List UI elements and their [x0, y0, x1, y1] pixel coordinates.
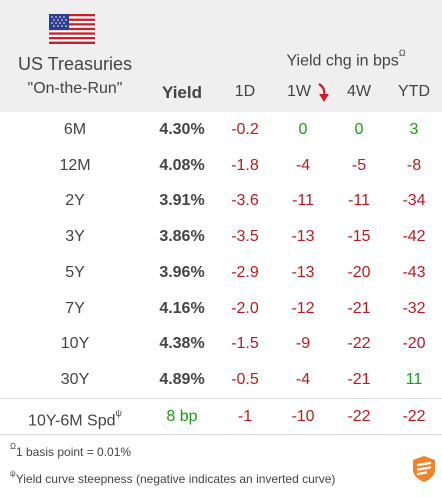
table-row: 7Y 4.16% -2.0 -12 -21 -32 — [0, 291, 442, 326]
table-row: 12M 4.08% -1.8 -4 -5 -8 — [0, 148, 442, 183]
spread-label: 10Y-6M Spdψ — [0, 399, 150, 434]
table-title: US Treasuries — [17, 54, 133, 74]
change-4w-cell: -11 — [348, 192, 370, 210]
change-4w-cell: 0 — [354, 121, 364, 138]
change-4w-cell: -22 — [347, 335, 371, 353]
table-row: 2Y 3.91% -3.6 -11 -11 -34 — [0, 183, 442, 218]
column-header-1d: 1D — [234, 83, 256, 100]
omega-footnote-mark: Ω — [398, 48, 406, 58]
change-1w-cell: -13 — [291, 228, 315, 246]
change-1w-cell: -9 — [295, 335, 311, 353]
tenor-cell: 6M — [63, 121, 87, 138]
table-row: 6M 4.30% -0.2 0 0 3 — [0, 112, 442, 147]
tenor-cell: 12M — [59, 156, 91, 174]
change-1d-cell: -1.5 — [231, 335, 259, 353]
change-1w-cell: -4 — [295, 370, 311, 388]
table-header: US Treasuries "On-the-Run" Yield chg in … — [0, 0, 442, 112]
change-1d-cell: -3.6 — [231, 192, 259, 210]
tenor-cell: 30Y — [60, 370, 90, 388]
tenor-cell: 5Y — [65, 263, 85, 281]
table-row: 5Y 3.96% -2.9 -13 -20 -43 — [0, 255, 442, 290]
change-1d-cell: -2.0 — [231, 299, 259, 317]
yield-cell: 3.86% — [159, 228, 205, 246]
spread-row: 10Y-6M Spdψ 8 bp -1 -10 -22 -22 — [0, 398, 442, 435]
yield-change-title: Yield chg in bpsΩ — [250, 48, 442, 70]
change-1d-cell: -0.5 — [231, 370, 259, 388]
yield-column-header: Yield — [162, 83, 202, 102]
change-1w-cell: -13 — [291, 263, 315, 281]
column-header-4w: 4W — [347, 83, 371, 100]
table-row: 3Y 3.86% -3.5 -13 -15 -42 — [0, 219, 442, 254]
table-row: 30Y 4.89% -0.5 -4 -21 11 — [0, 362, 442, 397]
change-1d-cell: -2.9 — [231, 263, 259, 281]
tenor-cell: 10Y — [60, 335, 90, 353]
tenor-cell: 2Y — [65, 192, 85, 210]
yield-cell: 4.38% — [159, 335, 205, 353]
us-flag-icon — [49, 14, 95, 44]
change-ytd-cell: -20 — [402, 335, 426, 353]
red-down-arrow-icon — [318, 83, 329, 102]
yield-cell: 4.89% — [159, 370, 205, 388]
footnote-1-mark: Ω — [10, 442, 16, 451]
column-header-1w: 1W — [287, 83, 311, 100]
change-4w-cell: -21 — [347, 299, 371, 317]
column-header-ytd: YTD — [398, 83, 430, 100]
change-1d-cell: -0.2 — [231, 121, 259, 138]
footnote-2-mark: ψ — [10, 469, 16, 478]
change-4w-cell: -5 — [351, 156, 367, 174]
change-ytd-cell: -43 — [402, 263, 426, 281]
change-1w-cell: -11 — [292, 192, 314, 210]
table-subtitle: "On-the-Run" — [27, 80, 123, 97]
spread-label-text: 10Y-6M Spd — [28, 412, 116, 430]
change-1d-cell: -1.8 — [231, 156, 259, 174]
change-1w-cell: -4 — [295, 156, 311, 174]
table-row: 10Y 4.38% -1.5 -9 -22 -20 — [0, 326, 442, 361]
psi-footnote-mark: ψ — [115, 408, 122, 418]
yield-cell: 4.30% — [159, 121, 205, 138]
spread-1d: -1 — [237, 408, 253, 425]
change-4w-cell: -15 — [347, 228, 371, 246]
spread-1w: -10 — [291, 408, 315, 425]
change-ytd-cell: -42 — [402, 228, 426, 246]
change-1w-cell: 0 — [298, 121, 308, 138]
yield-cell: 3.96% — [159, 263, 205, 281]
footnote-1-text: 1 basis point = 0.01% — [15, 445, 132, 459]
footnote-curve-steepness: ψYield curve steepness (negative indicat… — [10, 469, 336, 486]
yield-cell: 4.08% — [159, 156, 205, 174]
change-ytd-cell: -8 — [406, 156, 422, 174]
yield-cell: 4.16% — [159, 299, 205, 317]
change-ytd-cell: -32 — [402, 299, 426, 317]
brand-logo-icon — [413, 456, 435, 482]
footnote-2-text: Yield curve steepness (negative indicate… — [15, 472, 336, 486]
change-4w-cell: -20 — [347, 263, 371, 281]
change-4w-cell: -21 — [347, 370, 371, 388]
footnote-basis-point: Ω1 basis point = 0.01% — [10, 442, 132, 459]
change-1d-cell: -3.5 — [231, 228, 259, 246]
change-1w-cell: -12 — [291, 299, 315, 317]
change-ytd-cell: 11 — [405, 370, 423, 388]
tenor-cell: 7Y — [65, 299, 85, 317]
spread-yield: 8 bp — [166, 408, 198, 425]
yield-cell: 3.91% — [159, 192, 205, 210]
change-ytd-cell: -34 — [402, 192, 426, 210]
yield-change-title-text: Yield chg in bps — [286, 52, 399, 70]
spread-ytd: -22 — [402, 408, 426, 425]
tenor-cell: 3Y — [65, 228, 85, 246]
change-ytd-cell: 3 — [409, 121, 419, 138]
spread-4w: -22 — [347, 408, 371, 425]
